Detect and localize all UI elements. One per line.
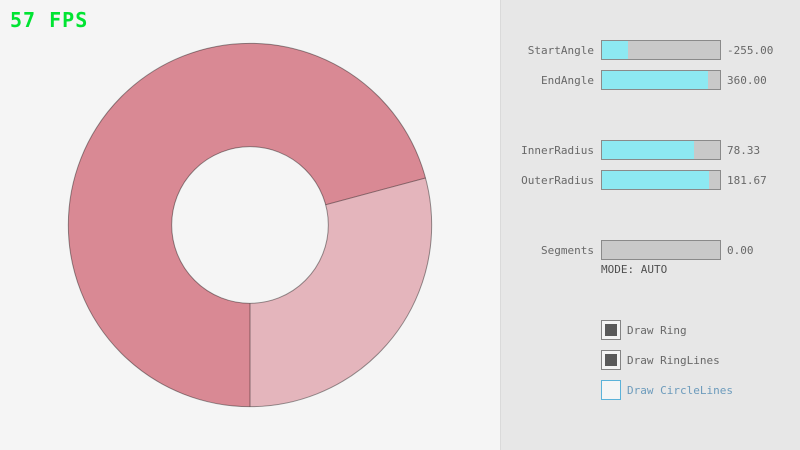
innerradius-slider-fill <box>602 141 695 159</box>
endangle-value: 360.00 <box>727 74 767 87</box>
segments-label: Segments <box>541 244 594 257</box>
outerradius-slider[interactable] <box>601 170 721 190</box>
draw-ringlines-label: Draw RingLines <box>627 354 720 367</box>
ring-visualization <box>67 42 433 408</box>
segments-slider[interactable] <box>601 240 721 260</box>
startangle-value: -255.00 <box>727 44 774 57</box>
outerradius-slider-fill <box>602 171 710 189</box>
endangle-label: EndAngle <box>541 74 594 87</box>
checkbox-row-draw-ring: Draw Ring <box>601 320 800 340</box>
startangle-slider[interactable] <box>601 40 721 60</box>
startangle-label: StartAngle <box>527 44 594 57</box>
checkbox-row-draw-circlelines: Draw CircleLines <box>601 380 800 400</box>
checkmark-icon <box>605 354 617 366</box>
slider-row-innerradius: InnerRadius 78.33 <box>501 140 800 160</box>
endangle-slider[interactable] <box>601 70 721 90</box>
checkbox-row-draw-ringlines: Draw RingLines <box>601 350 800 370</box>
draw-ringlines-checkbox[interactable] <box>601 350 621 370</box>
draw-ring-checkbox[interactable] <box>601 320 621 340</box>
slider-row-endangle: EndAngle 360.00 <box>501 70 800 90</box>
slider-row-startangle: StartAngle -255.00 <box>501 40 800 60</box>
slider-row-segments: Segments 0.00 <box>501 240 800 260</box>
endangle-slider-fill <box>602 71 709 89</box>
innerradius-slider[interactable] <box>601 140 721 160</box>
innerradius-value: 78.33 <box>727 144 761 157</box>
startangle-slider-fill <box>602 41 628 59</box>
slider-row-outerradius: OuterRadius 181.67 <box>501 170 800 190</box>
innerradius-label: InnerRadius <box>521 144 594 157</box>
checkmark-icon <box>605 324 617 336</box>
control-panel: StartAngle -255.00 EndAngle 360.00 Inner… <box>500 0 800 450</box>
draw-circlelines-label: Draw CircleLines <box>627 384 733 397</box>
outerradius-label: OuterRadius <box>521 174 594 187</box>
outerradius-value: 181.67 <box>727 174 767 187</box>
fps-counter: 57 FPS <box>10 8 89 32</box>
draw-circlelines-checkbox[interactable] <box>601 380 621 400</box>
segments-value: 0.00 <box>727 244 754 257</box>
segments-mode-text: MODE: AUTO <box>601 263 668 276</box>
draw-ring-label: Draw Ring <box>627 324 687 337</box>
